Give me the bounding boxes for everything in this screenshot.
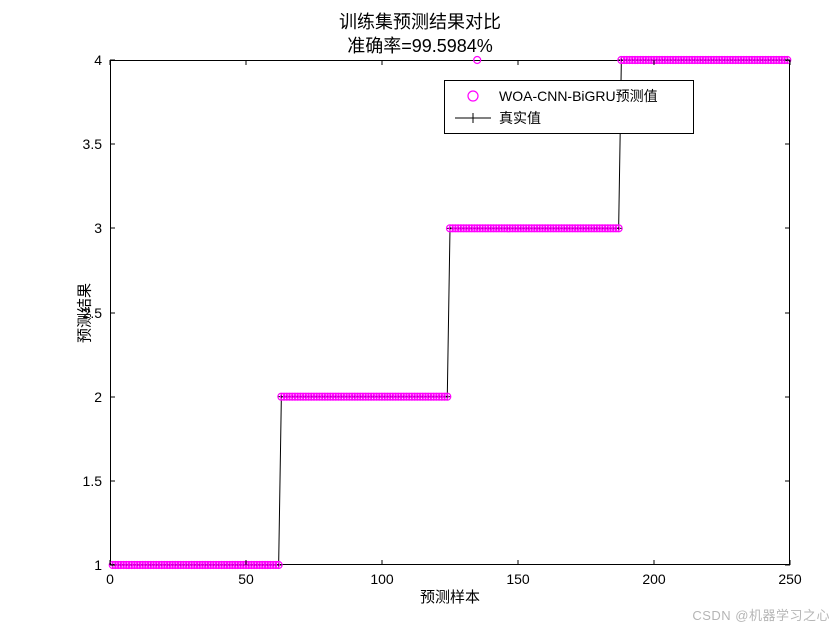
legend-item-true: 真实值 (453, 107, 685, 129)
x-tick-mark (790, 60, 791, 65)
x-tick-label: 50 (238, 571, 254, 587)
y-tick-label: 1.5 (83, 473, 102, 489)
legend-swatch-true (453, 111, 493, 125)
y-tick-mark (785, 60, 790, 61)
y-tick-mark (110, 144, 115, 145)
legend-label-pred: WOA-CNN-BiGRU预测值 (499, 86, 658, 106)
x-tick-mark (246, 560, 247, 565)
y-tick-mark (110, 480, 115, 481)
y-tick-mark (110, 312, 115, 313)
y-tick-mark (110, 60, 115, 61)
y-tick-mark (110, 228, 115, 229)
x-tick-mark (518, 60, 519, 65)
y-tick-label: 2.5 (83, 305, 102, 321)
x-tick-mark (110, 60, 111, 65)
y-tick-mark (110, 565, 115, 566)
legend-swatch-pred (453, 89, 493, 103)
y-tick-label: 2 (94, 389, 102, 405)
y-tick-mark (785, 565, 790, 566)
x-tick-label: 250 (778, 571, 801, 587)
plot-area (110, 60, 790, 565)
y-tick-label: 1 (94, 557, 102, 573)
x-tick-mark (382, 60, 383, 65)
x-tick-mark (654, 560, 655, 565)
x-tick-label: 200 (642, 571, 665, 587)
y-tick-mark (785, 144, 790, 145)
y-tick-mark (785, 480, 790, 481)
y-tick-mark (785, 228, 790, 229)
y-tick-label: 3.5 (83, 136, 102, 152)
x-tick-label: 150 (506, 571, 529, 587)
y-tick-mark (785, 312, 790, 313)
chart-title-line2: 准确率=99.5984% (0, 32, 840, 58)
x-tick-mark (382, 560, 383, 565)
y-tick-mark (110, 396, 115, 397)
legend-label-true: 真实值 (499, 108, 541, 128)
legend-item-pred: WOA-CNN-BiGRU预测值 (453, 85, 685, 107)
x-axis-label: 预测样本 (110, 586, 790, 607)
y-tick-mark (785, 396, 790, 397)
figure: 训练集预测结果对比 准确率=99.5984% 预测样本 预测结果 WOA-CNN… (0, 0, 840, 630)
watermark: CSDN @机器学习之心 (692, 605, 830, 624)
axes: 预测样本 预测结果 WOA-CNN-BiGRU预测值 真实值 (110, 60, 790, 565)
x-tick-label: 0 (106, 571, 114, 587)
x-tick-mark (246, 60, 247, 65)
y-tick-label: 3 (94, 220, 102, 236)
y-tick-label: 4 (94, 52, 102, 68)
x-tick-label: 100 (370, 571, 393, 587)
legend: WOA-CNN-BiGRU预测值 真实值 (444, 80, 694, 134)
chart-title-line1: 训练集预测结果对比 (0, 8, 840, 34)
true-line (113, 60, 788, 565)
x-tick-mark (518, 560, 519, 565)
x-tick-mark (654, 60, 655, 65)
